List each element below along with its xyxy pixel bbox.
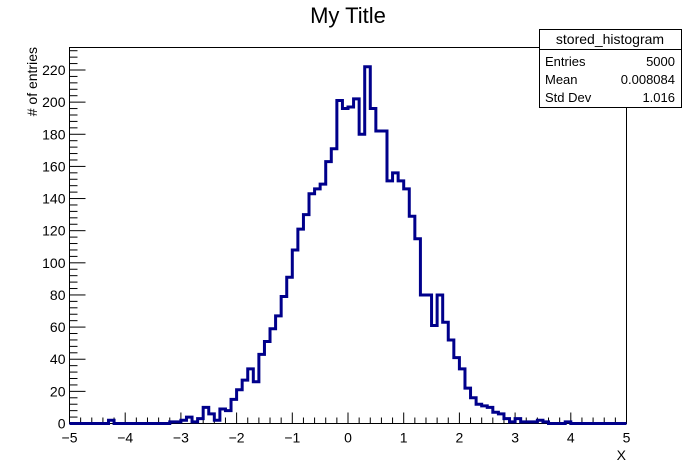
x-axis-ticks: −5 −4 −3 −2 −1 0 1 2 3 4 5 <box>62 412 631 446</box>
chart-title: My Title <box>310 3 386 28</box>
stats-box-frame <box>539 29 682 108</box>
y-tick-label: 40 <box>50 351 66 367</box>
y-tick-label: 60 <box>50 319 66 335</box>
stats-entries-value: 5000 <box>646 54 675 69</box>
x-tick-label: −4 <box>117 430 133 446</box>
y-tick-label: 180 <box>42 126 66 142</box>
x-tick-label: −1 <box>284 430 300 446</box>
y-axis-title: # of entries <box>24 47 40 116</box>
y-tick-label: 80 <box>50 287 66 303</box>
y-tick-label: 0 <box>58 416 66 432</box>
stats-entries-label: Entries <box>545 54 586 69</box>
y-axis-ticks: 0 20 40 60 80 100 120 140 160 180 200 220 <box>42 50 86 432</box>
x-tick-label: 5 <box>623 430 631 446</box>
x-tick-label: 4 <box>567 430 575 446</box>
x-tick-label: 3 <box>511 430 519 446</box>
stats-stddev-value: 1.016 <box>642 90 675 105</box>
y-tick-label: 220 <box>42 62 66 78</box>
x-tick-label: −2 <box>229 430 245 446</box>
y-tick-label: 200 <box>42 94 66 110</box>
stats-box-name: stored_histogram <box>556 31 664 47</box>
stats-mean-value: 0.008084 <box>621 72 675 87</box>
x-axis-title: X <box>617 447 627 463</box>
x-tick-label: 2 <box>456 430 464 446</box>
stats-box: stored_histogram Entries 5000 Mean 0.008… <box>539 29 682 108</box>
x-tick-label: 0 <box>344 430 352 446</box>
y-tick-label: 160 <box>42 158 66 174</box>
y-tick-label: 100 <box>42 255 66 271</box>
x-tick-label: −5 <box>62 430 78 446</box>
stats-mean-label: Mean <box>545 72 578 87</box>
x-tick-label: 1 <box>400 430 408 446</box>
y-tick-label: 120 <box>42 223 66 239</box>
y-tick-label: 20 <box>50 383 66 399</box>
x-tick-label: −3 <box>173 430 189 446</box>
stats-stddev-label: Std Dev <box>545 90 592 105</box>
y-tick-label: 140 <box>42 191 66 207</box>
histogram-series-line <box>69 65 627 425</box>
